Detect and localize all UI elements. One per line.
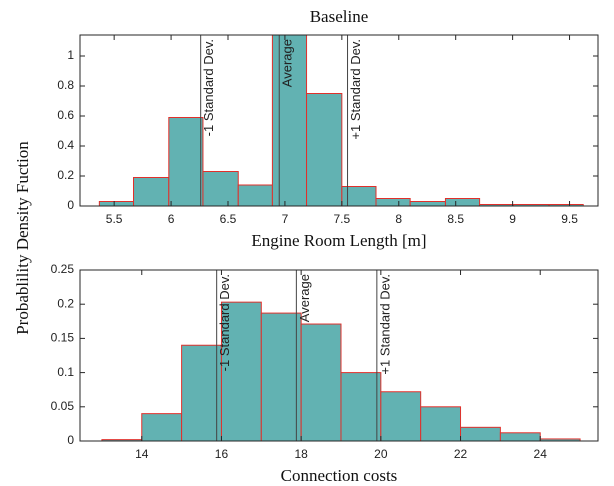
bar [420, 406, 462, 442]
bar [340, 372, 382, 442]
x-tick-label: 6 [168, 212, 175, 226]
y-tick-label: 0.8 [57, 78, 74, 92]
x-tick-label: 8 [395, 212, 402, 226]
plot-frame [79, 34, 599, 207]
x-tick-label: 8.5 [447, 212, 464, 226]
bar [444, 198, 481, 207]
x-axis-label: Connection costs [281, 466, 398, 485]
bar [271, 34, 308, 207]
bar [375, 198, 411, 207]
bar [380, 391, 422, 442]
x-tick-label: 9 [509, 212, 516, 226]
y-tick-label: 0.25 [51, 262, 75, 276]
bar [499, 432, 541, 442]
annotation-text: Average [297, 274, 312, 322]
bar [220, 301, 262, 442]
bar [341, 186, 377, 207]
annotation-text: +1 Standard Dev. [348, 39, 363, 140]
bar [181, 344, 222, 442]
annotation-text: Average [280, 39, 295, 87]
annotation-text: -1 Standard Dev. [217, 274, 232, 371]
bar [133, 177, 170, 207]
annotation-text: -1 Standard Dev. [201, 39, 216, 136]
y-tick-label: 0.1 [57, 365, 74, 379]
x-tick-label: 9.5 [561, 212, 578, 226]
x-tick-label: 22 [454, 447, 468, 461]
bar [168, 117, 204, 207]
bar [260, 312, 302, 442]
plot-frame [79, 269, 599, 442]
y-tick-label: 0.4 [57, 138, 74, 152]
bar [237, 184, 273, 207]
x-tick-label: 6.5 [220, 212, 237, 226]
x-tick-label: 7.5 [334, 212, 351, 226]
x-tick-label: 7 [282, 212, 289, 226]
y-tick-label: 0.2 [57, 168, 74, 182]
bar [460, 426, 501, 442]
y-tick-label: 0.6 [57, 108, 74, 122]
y-tick-label: 0.05 [51, 399, 75, 413]
bar [306, 93, 343, 207]
bar [141, 413, 183, 442]
x-tick-label: 16 [215, 447, 229, 461]
x-tick-label: 14 [135, 447, 149, 461]
bar [300, 323, 342, 442]
y-tick-label: 0.2 [57, 296, 74, 310]
y-axis-label: Probablility Density Fuction [13, 141, 32, 335]
x-axis-label: Engine Room Length [m] [251, 231, 426, 250]
x-tick-label: 18 [294, 447, 308, 461]
y-tick-label: 0.15 [51, 331, 75, 345]
bar [409, 201, 446, 207]
x-tick-label: 24 [534, 447, 548, 461]
bar [98, 201, 135, 207]
x-tick-label: 20 [374, 447, 388, 461]
bar [202, 171, 239, 207]
annotation-text: +1 Standard Dev. [377, 274, 392, 375]
y-tick-label: 0 [67, 433, 74, 447]
y-tick-label: 1 [67, 48, 74, 62]
y-tick-label: 0 [67, 198, 74, 212]
chart-title: Baseline [310, 7, 369, 26]
x-tick-label: 5.5 [106, 212, 123, 226]
